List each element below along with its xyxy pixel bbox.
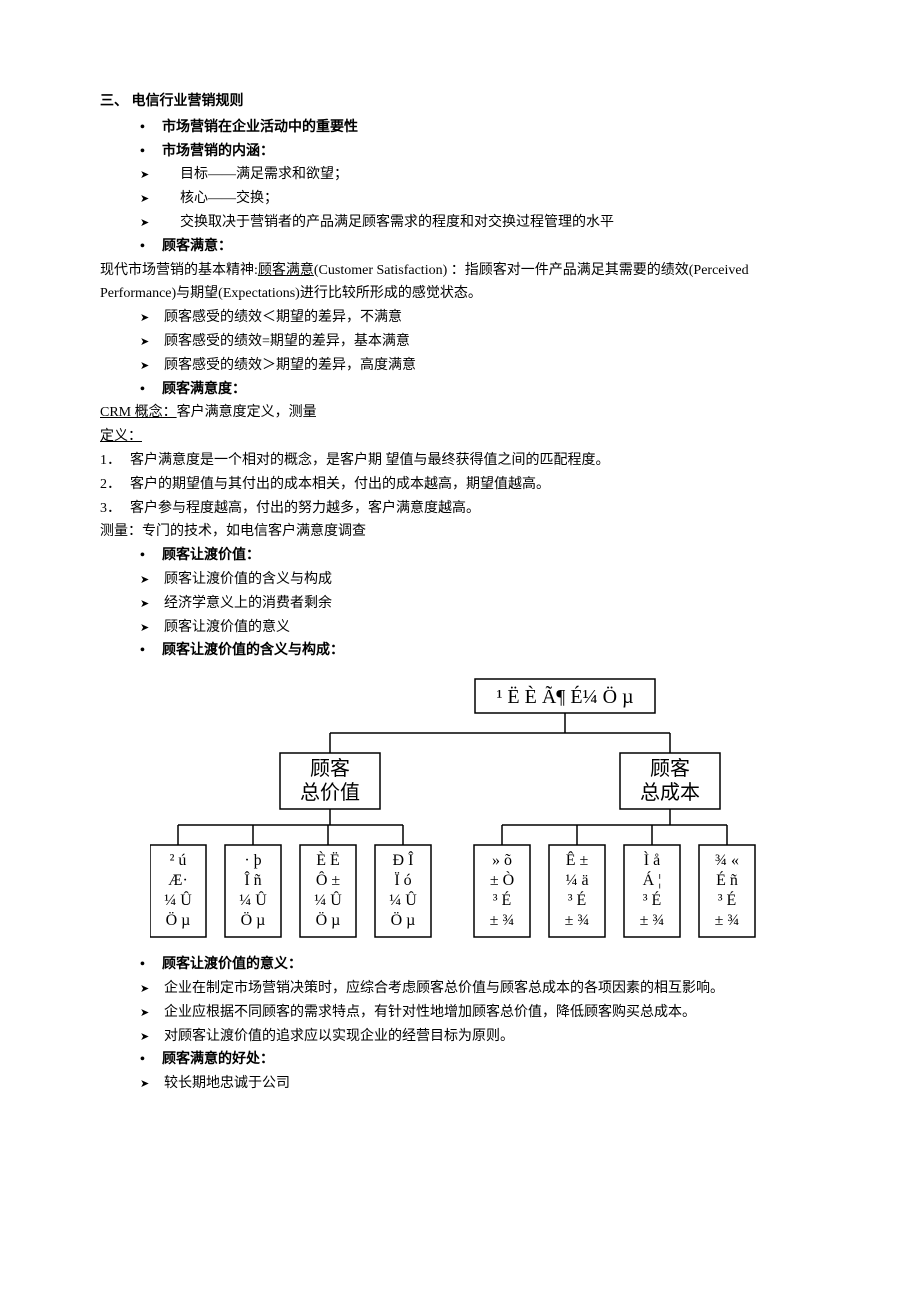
dv-b: 经济学意义上的消费者剩余	[134, 592, 820, 616]
neihan-exchange: 交换取决于营销者的产品满足顾客需求的程度和对交换过程管理的水平	[134, 211, 820, 235]
bullet-dv-composition: 顾客让渡价值的含义与构成：	[134, 639, 820, 663]
svg-text:¼ Û: ¼ Û	[389, 890, 417, 909]
svg-text:± ¾: ± ¾	[565, 912, 590, 929]
section-heading: 三、 电信行业营销规则	[100, 90, 820, 114]
svg-text:顾客: 顾客	[310, 757, 350, 780]
svg-text:Æ·: Æ·	[168, 872, 188, 889]
svg-text:¼ Û: ¼ Û	[314, 890, 342, 909]
crm-rest: 客户满意度定义，测量	[177, 405, 317, 420]
section-number: 三、	[100, 94, 128, 109]
definition-label: 定义：	[100, 425, 820, 449]
dv-c: 顾客让渡价值的意义	[134, 616, 820, 640]
svg-text:³ É: ³ É	[493, 890, 512, 909]
svg-text:³ É: ³ É	[643, 890, 662, 909]
bullet-delivered-value: 顾客让渡价值：	[134, 544, 820, 568]
dvm-b: 企业应根据不同顾客的需求特点，有针对性地增加顾客总价值，降低顾客购买总成本。	[134, 1001, 820, 1025]
svg-text:¾ «: ¾ «	[715, 852, 739, 869]
svg-text:³ É: ³ É	[718, 890, 737, 909]
svg-text:顾客: 顾客	[650, 757, 690, 780]
svg-text:± ¾: ± ¾	[715, 912, 740, 929]
satisfaction-underline: 顾客满意	[258, 263, 314, 278]
svg-text:Ö µ: Ö µ	[166, 911, 191, 929]
svg-text:± ¾: ± ¾	[640, 912, 665, 929]
svg-text:¼ ä: ¼ ä	[565, 872, 588, 889]
neihan-core: 核心——交换；	[134, 187, 820, 211]
svg-text:¹ Ë È Ã¶ É¼ Ö µ: ¹ Ë È Ã¶ É¼ Ö µ	[496, 684, 633, 708]
svg-text:» õ: » õ	[492, 852, 512, 869]
sat-gt: 顾客感受的绩效＞期望的差异，高度满意	[134, 354, 820, 378]
svg-text:³ É: ³ É	[568, 890, 587, 909]
svg-text:Ö µ: Ö µ	[241, 911, 266, 929]
def-item-3: 3．客户参与程度越高，付出的努力越多，客户满意度越高。	[100, 497, 820, 521]
svg-text:± Ò: ± Ò	[490, 870, 514, 889]
dvm-a: 企业在制定市场营销决策时，应综合考虑顾客总价值与顾客总成本的各项因素的相互影响。	[134, 977, 820, 1001]
svg-text:¼ Û: ¼ Û	[239, 890, 267, 909]
svg-text:Î ñ: Î ñ	[244, 870, 261, 889]
sat-lt: 顾客感受的绩效＜期望的差异，不满意	[134, 306, 820, 330]
benefit-a: 较长期地忠诚于公司	[134, 1072, 820, 1096]
measure-line: 测量：专门的技术，如电信客户满意度调查	[100, 520, 820, 544]
svg-text:Ï ó: Ï ó	[394, 871, 411, 889]
bullet-sat-benefit: 顾客满意的好处：	[134, 1048, 820, 1072]
bullet-dv-meaning: 顾客让渡价值的意义：	[134, 953, 820, 977]
crm-label: CRM 概念：	[100, 405, 177, 420]
svg-text:² ú: ² ú	[170, 852, 187, 869]
svg-text:Á ¦: Á ¦	[643, 870, 662, 889]
section-title: 电信行业营销规则	[132, 94, 244, 109]
dvm-c: 对顾客让渡价值的追求应以实现企业的经营目标为原则。	[134, 1025, 820, 1049]
svg-text:Ö µ: Ö µ	[316, 911, 341, 929]
svg-text:总成本: 总成本	[640, 781, 700, 804]
bullet-importance: 市场营销在企业活动中的重要性	[134, 116, 820, 140]
sat-eq: 顾客感受的绩效=期望的差异，基本满意	[134, 330, 820, 354]
svg-text:总价值: 总价值	[300, 781, 360, 804]
svg-text:È Ë: È Ë	[316, 850, 340, 869]
def-item-2: 2．客户的期望值与其付出的成本相关，付出的成本越高，期望值越高。	[100, 473, 820, 497]
svg-text:¼ Û: ¼ Û	[164, 890, 192, 909]
svg-text:Ö µ: Ö µ	[391, 911, 416, 929]
svg-text:Ì å: Ì å	[644, 850, 660, 869]
delivered-value-diagram: ¹ Ë È Ã¶ É¼ Ö µ顾客总价值顾客总成本² úÆ·¼ ÛÖ µ· þÎ…	[100, 669, 820, 945]
bullet-satisfaction-degree: 顾客满意度：	[134, 378, 820, 402]
svg-text:Ð Î: Ð Î	[393, 850, 415, 869]
def-item-1: 1．客户满意度是一个相对的概念，是客户期 望值与最终获得值之间的匹配程度。	[100, 449, 820, 473]
svg-text:Ô ±: Ô ±	[316, 870, 341, 889]
svg-text:· þ: · þ	[244, 852, 261, 869]
crm-line: CRM 概念：客户满意度定义，测量	[100, 401, 820, 425]
dv-a: 顾客让渡价值的含义与构成	[134, 568, 820, 592]
bullet-neihan: 市场营销的内涵：	[134, 140, 820, 164]
bullet-satisfaction: 顾客满意：	[134, 235, 820, 259]
svg-text:É ñ: É ñ	[716, 870, 738, 889]
satisfaction-para: 现代市场营销的基本精神:顾客满意(Customer Satisfaction) …	[100, 259, 820, 307]
svg-text:Ê ±: Ê ±	[566, 850, 589, 869]
svg-text:± ¾: ± ¾	[490, 912, 515, 929]
neihan-goal: 目标——满足需求和欲望；	[134, 163, 820, 187]
